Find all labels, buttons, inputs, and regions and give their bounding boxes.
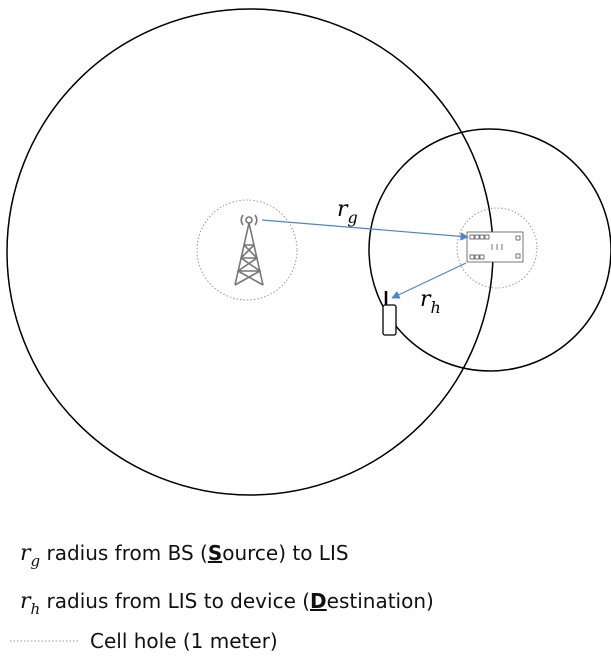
- lis-board: [466, 231, 524, 263]
- label-rg: rg: [337, 197, 358, 227]
- arrow-rh: [391, 262, 467, 299]
- legend-rh: rh radius from LIS to device (Destinatio…: [20, 589, 434, 618]
- arrow-rg: [261, 219, 469, 241]
- tower: [234, 214, 264, 286]
- device: [382, 291, 397, 336]
- bs-hole: [196, 199, 298, 301]
- legend-rg: rg radius from BS (Source) to LIS: [20, 541, 349, 570]
- label-rh: rh: [420, 287, 441, 317]
- lis-hole: [456, 207, 538, 289]
- legend-hole: Cell hole (1 meter): [90, 629, 278, 653]
- lis-cell: [368, 128, 611, 372]
